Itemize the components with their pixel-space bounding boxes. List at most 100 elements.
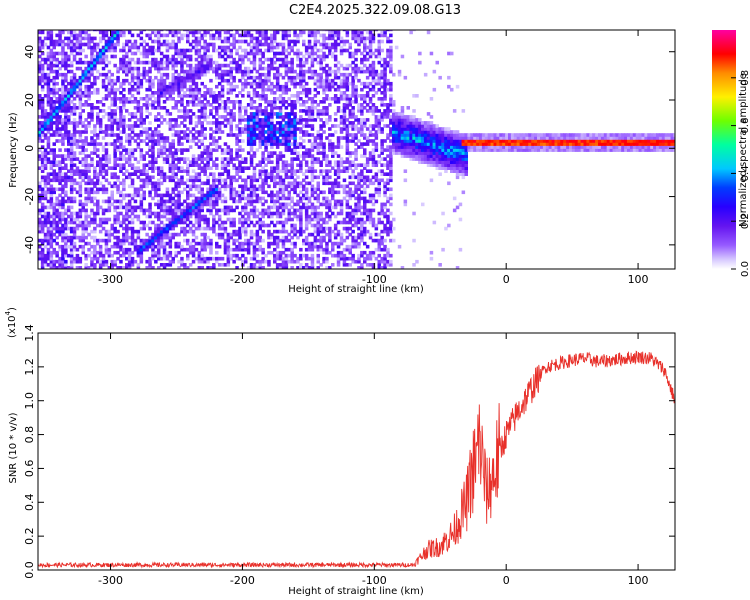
spectrogram-cell	[72, 169, 77, 173]
spectrogram-cell	[197, 54, 202, 59]
spectrogram-cell	[313, 244, 318, 249]
spectrogram-cell	[151, 166, 155, 170]
spectrogram-cell	[133, 148, 138, 152]
spectrogram-cell	[342, 256, 347, 261]
spectrogram-cell	[200, 30, 204, 32]
spectrogram-cell	[316, 115, 320, 119]
spectrogram-cell	[278, 87, 283, 92]
spectrogram-cell	[194, 87, 199, 92]
spectrogram-cell	[238, 241, 242, 246]
spectrogram-cell	[209, 60, 213, 65]
spectrogram-cell	[157, 232, 161, 237]
spectrogram-cell	[174, 181, 178, 186]
spectrogram-cell	[72, 196, 77, 201]
spectrogram-cell	[226, 72, 231, 77]
spectrogram-cell	[127, 154, 132, 158]
spectrogram-cell	[217, 235, 222, 240]
spectrogram-cell	[275, 250, 280, 255]
spectrogram-cell	[52, 238, 56, 243]
spectrogram-cell	[197, 172, 202, 176]
spectrogram-cell	[75, 166, 80, 170]
spectrogram-cell	[162, 91, 167, 95]
spectrogram-cell	[203, 115, 207, 119]
spectrogram-cell	[139, 253, 144, 258]
spectrogram-cell	[157, 139, 161, 143]
spectrogram-cell	[238, 133, 242, 137]
spectrogram-cell	[296, 154, 300, 158]
spectrogram-cell	[119, 33, 123, 38]
spectrogram-cell	[299, 66, 303, 71]
spectrogram-cell	[290, 229, 294, 234]
spectrogram-cell	[145, 69, 149, 74]
spectrogram-cell	[162, 78, 167, 83]
spectrogram-cell	[322, 229, 326, 234]
spectrogram-cell	[84, 196, 88, 201]
spectrogram-cell	[267, 229, 271, 234]
spectrogram-cell	[299, 199, 303, 204]
spectrogram-cell	[328, 214, 332, 219]
spectrogram-cell	[110, 190, 114, 195]
spectrogram-cell	[119, 124, 123, 128]
spectrogram-cell	[191, 184, 196, 189]
spectrogram-cell	[310, 184, 315, 189]
spectrogram-cell	[209, 142, 213, 146]
spectrogram-cell	[186, 163, 190, 167]
spectrogram-cell	[55, 121, 59, 125]
spectrogram-cell	[127, 81, 132, 86]
spectrogram-cell	[206, 30, 210, 32]
spectrogram-cell	[67, 39, 71, 44]
spectrogram-cell	[203, 103, 207, 107]
spectrogram-cell	[310, 232, 315, 237]
spectrogram-cell	[302, 238, 306, 243]
spectrogram-cell	[336, 106, 341, 110]
spectrogram-cell	[61, 235, 65, 240]
spectrogram-cell	[275, 181, 280, 186]
spectrogram-cell	[281, 187, 286, 192]
spectrogram-cell	[249, 127, 254, 131]
spectrogram-cell	[90, 178, 94, 183]
spectrogram-cell	[255, 115, 260, 119]
spectrogram-cell	[64, 118, 68, 122]
spectrogram-cell	[180, 247, 184, 252]
spectrogram-cell	[278, 169, 283, 173]
spectrogram-cell	[145, 97, 149, 101]
spectrogram-cell	[267, 208, 271, 213]
spectrogram-cell	[307, 244, 312, 249]
spectrogram-cell	[148, 81, 152, 86]
spectrogram-cell	[101, 148, 106, 152]
spectrogram-cell	[229, 72, 233, 77]
spectrogram-cell	[206, 42, 210, 47]
spectrogram-cell	[122, 163, 126, 167]
spectrogram-cell	[325, 163, 329, 167]
spectrogram-cell	[215, 187, 219, 192]
spectrogram-cell	[157, 238, 161, 243]
spectrogram-cell	[281, 256, 286, 261]
spectrogram-cell	[319, 72, 323, 77]
spectrogram-cell	[313, 81, 318, 86]
spectrogram-cell	[212, 94, 216, 98]
spectrogram-cell	[162, 142, 167, 146]
spectrogram-cell	[316, 220, 320, 225]
spectrogram-cell	[331, 142, 335, 146]
spectrogram-cell	[264, 42, 268, 47]
spectrogram-cell	[299, 190, 303, 195]
spectrogram-cell	[98, 253, 103, 258]
spectrogram-cell	[183, 78, 187, 83]
spectrogram-cell	[61, 232, 65, 237]
spectrogram-cell	[226, 118, 231, 122]
spectrogram-cell	[183, 181, 187, 186]
spectrogram-cell	[261, 94, 265, 98]
spectrogram-cell	[127, 241, 132, 246]
spectrogram-cell	[223, 247, 228, 252]
spectrogram-cell	[333, 124, 338, 128]
spectrogram-cell	[93, 91, 97, 95]
spectrogram-cell	[145, 232, 149, 237]
spectrogram-cell	[203, 244, 207, 249]
spectrogram-cell	[345, 184, 350, 189]
spectrogram-cell	[145, 181, 149, 186]
spectrogram-cell	[110, 112, 114, 116]
spectrogram-cell	[119, 142, 123, 146]
spectrogram-cell	[336, 124, 341, 128]
spectrogram-cell	[75, 106, 80, 110]
spectrogram-cell	[304, 154, 309, 158]
